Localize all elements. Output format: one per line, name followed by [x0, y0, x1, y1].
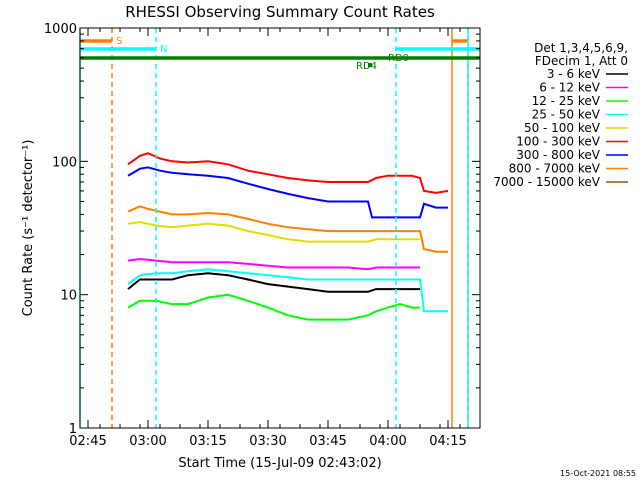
- series-line-1: [127, 257, 420, 271]
- legend-label-0: 3 - 6 keV: [547, 67, 601, 81]
- y-tick-label-3: 1000: [44, 22, 77, 37]
- y-axis-label: Count Rate (s⁻¹ detector⁻¹): [21, 140, 36, 317]
- annotation-label-n: N: [160, 44, 167, 55]
- y-tick-label-1: 10: [60, 289, 77, 304]
- x-axis-label: Start Time (15-Jul-09 02:43:02): [178, 456, 381, 471]
- series-line-2: [127, 293, 420, 321]
- legend-header-1: FDecim 1, Att 0: [535, 54, 628, 68]
- series-line-3: [127, 268, 448, 313]
- legend-label-5: 100 - 300 keV: [516, 135, 600, 149]
- legend-label-3: 25 - 50 keV: [532, 108, 601, 122]
- x-tick-label-6: 04:15: [429, 434, 466, 449]
- series-line-0: [127, 272, 420, 293]
- y-tick-label-2: 100: [52, 155, 77, 170]
- legend-label-7: 800 - 7000 keV: [509, 162, 601, 176]
- legend-label-6: 300 - 800 keV: [516, 148, 600, 162]
- series-line-5: [127, 152, 449, 194]
- annotation-label-rd4: RD4: [356, 61, 377, 72]
- annotation-label-rd0: RD0: [388, 53, 409, 64]
- legend-label-2: 12 - 25 keV: [532, 94, 601, 108]
- y-tick-label-0: 1: [69, 422, 77, 437]
- x-tick-label-2: 03:15: [189, 434, 226, 449]
- series-line-6: [127, 166, 448, 219]
- legend-label-8: 7000 - 15000 keV: [493, 175, 600, 189]
- series-line-4: [127, 221, 420, 243]
- footer-timestamp: 15-Oct-2021 08:55: [560, 469, 636, 478]
- chart-title: RHESSI Observing Summary Count Rates: [125, 3, 435, 21]
- x-tick-label-4: 03:45: [309, 434, 346, 449]
- x-tick-label-1: 03:00: [129, 434, 166, 449]
- x-tick-label-3: 03:30: [249, 434, 286, 449]
- series-line-7: [127, 205, 448, 253]
- x-tick-label-5: 04:00: [369, 434, 406, 449]
- annotation-label-s: S: [116, 36, 122, 47]
- legend-label-1: 6 - 12 keV: [539, 81, 601, 95]
- legend-header-0: Det 1,3,4,5,6,9,: [534, 41, 628, 55]
- x-tick-label-0: 02:45: [69, 434, 106, 449]
- legend-label-4: 50 - 100 keV: [524, 121, 601, 135]
- plot-frame: [79, 27, 481, 429]
